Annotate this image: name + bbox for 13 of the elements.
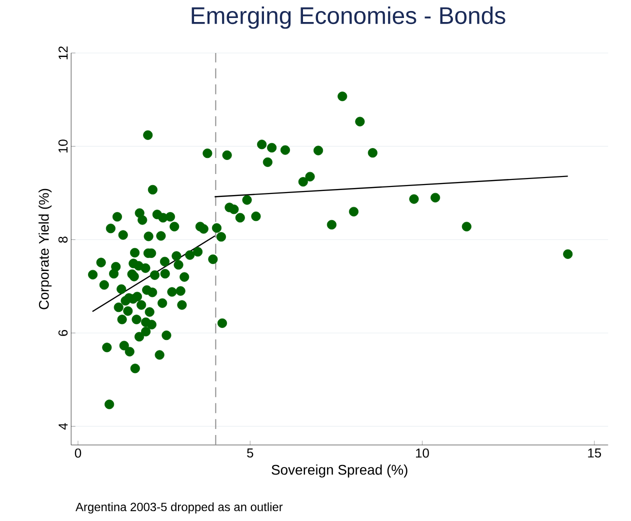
- y-tick-label: 8: [58, 236, 68, 243]
- y-tick-label: 4: [58, 423, 68, 430]
- y-tick-label: 6: [58, 330, 68, 336]
- x-axis-title: Sovereign Spread (%): [272, 464, 408, 478]
- x-tick-label: 5: [247, 448, 254, 458]
- text: Argentina 2003-5 dropped as an outlier: [76, 502, 283, 514]
- x-tick-label: 0: [74, 448, 82, 458]
- y-axis-title: Corporate Yield (%): [38, 188, 52, 310]
- x-tick-label: 15: [588, 448, 602, 458]
- y-tick-label: 12: [58, 46, 68, 60]
- y-tick-label: 10: [58, 140, 68, 153]
- x-tick-label: 10: [416, 448, 429, 458]
- chart-title: Emerging Economies - Bonds: [192, 6, 506, 29]
